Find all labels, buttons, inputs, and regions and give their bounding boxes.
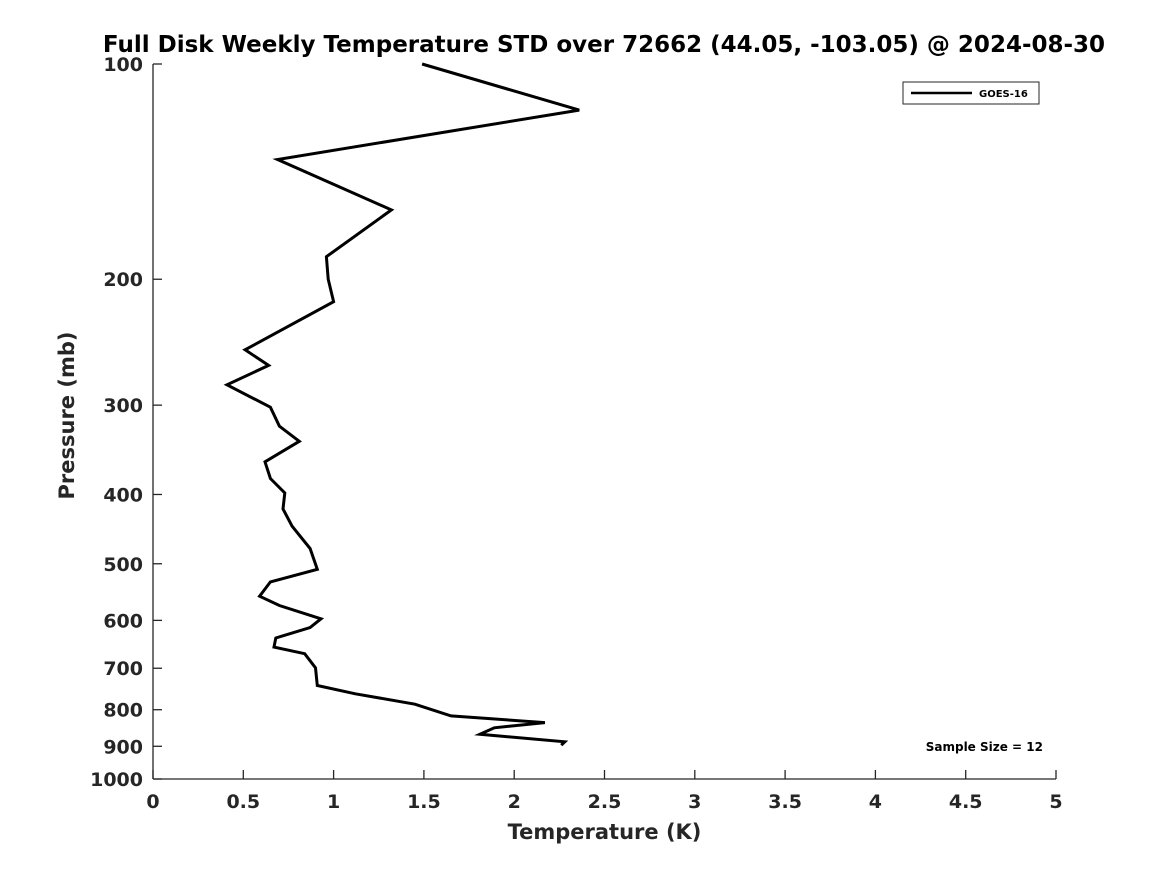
y-tick-label: 1000 bbox=[90, 769, 143, 791]
x-ticks: 0 0.5 1 1.5 2 2.5 3 3.5 4 4.5 5 bbox=[146, 770, 1063, 813]
y-tick-label: 200 bbox=[103, 269, 143, 291]
y-tick-label: 800 bbox=[103, 700, 143, 722]
chart-title: Full Disk Weekly Temperature STD over 72… bbox=[103, 32, 1105, 58]
x-tick-label: 0 bbox=[146, 791, 159, 813]
y-tick-label: 100 bbox=[103, 54, 143, 76]
series-layer bbox=[223, 62, 580, 747]
legend: GOES-16 bbox=[902, 81, 1040, 105]
y-tick-label: 300 bbox=[103, 395, 143, 417]
y-tick-label: 400 bbox=[103, 484, 143, 506]
sample-size-annotation: Sample Size = 12 bbox=[926, 740, 1043, 754]
y-tick-label: 700 bbox=[103, 658, 143, 680]
y-tick-label: 900 bbox=[103, 736, 143, 758]
x-tick-label: 4 bbox=[869, 791, 882, 813]
x-tick-label: 2 bbox=[508, 791, 521, 813]
legend-label-goes-16: GOES-16 bbox=[979, 89, 1028, 100]
y-ticks: 100 200 300 400 500 600 700 800 900 1000 bbox=[90, 54, 162, 791]
y-tick-label: 500 bbox=[103, 554, 143, 576]
plot-axes bbox=[152, 64, 1056, 780]
x-tick-label: 1.5 bbox=[407, 791, 441, 813]
x-axis-label: Temperature (K) bbox=[508, 820, 702, 844]
x-tick-label: 4.5 bbox=[949, 791, 983, 813]
x-tick-label: 3 bbox=[688, 791, 701, 813]
x-tick-label: 5 bbox=[1049, 791, 1062, 813]
y-axis-label: Pressure (mb) bbox=[55, 332, 79, 500]
series-line-goes-16 bbox=[223, 62, 580, 747]
x-tick-label: 0.5 bbox=[226, 791, 260, 813]
x-tick-label: 1 bbox=[327, 791, 340, 813]
y-tick-label: 600 bbox=[103, 610, 143, 632]
x-tick-label: 3.5 bbox=[768, 791, 802, 813]
x-tick-label: 2.5 bbox=[588, 791, 622, 813]
